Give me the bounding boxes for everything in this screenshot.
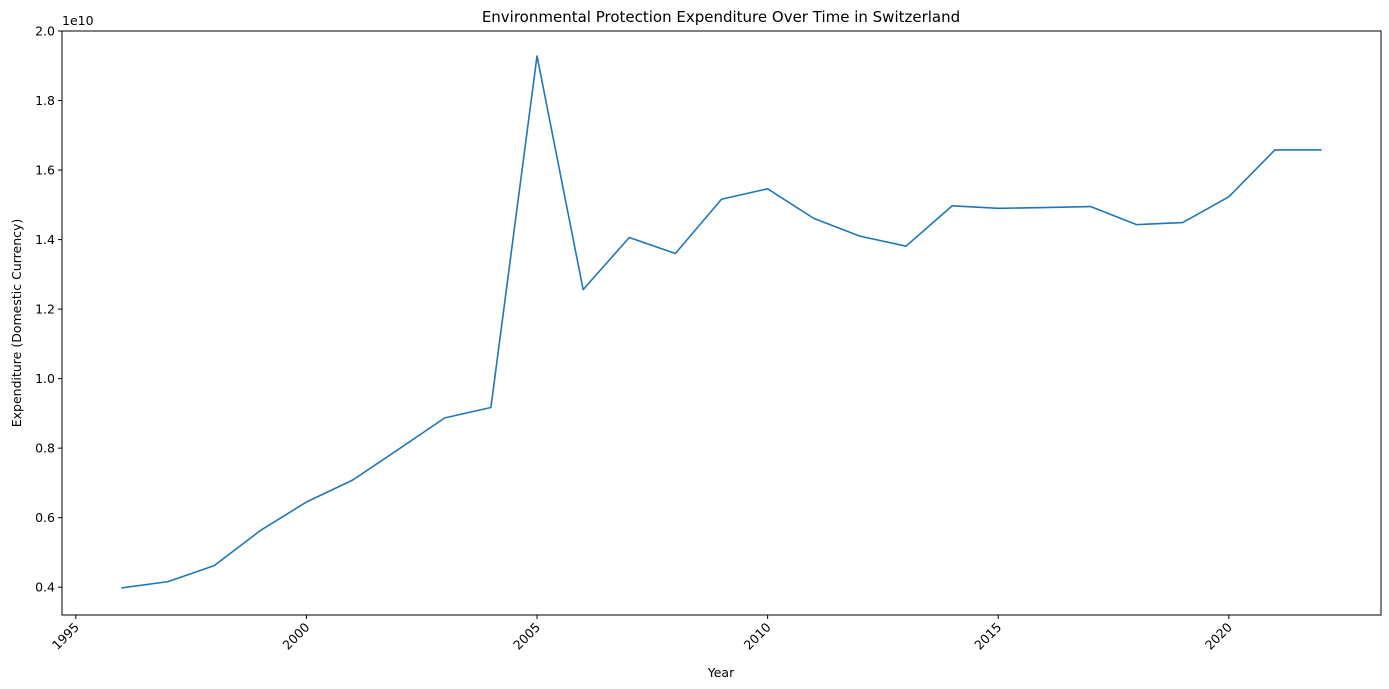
- y-tick-label: 0.8: [35, 441, 55, 456]
- y-tick-label: 1.4: [35, 232, 55, 247]
- y-tick-label: 0.4: [35, 580, 55, 595]
- y-tick-label: 1.8: [35, 93, 55, 108]
- y-axis-offset-label: 1e10: [62, 13, 94, 28]
- y-tick-label: 1.0: [35, 371, 55, 386]
- x-axis-label: Year: [707, 665, 735, 680]
- chart-title: Environmental Protection Expenditure Ove…: [482, 8, 960, 26]
- y-tick-label: 1.6: [35, 163, 55, 178]
- y-tick-label: 2.0: [35, 24, 55, 39]
- series-layer: [121, 55, 1322, 589]
- y-axis-label: Expenditure (Domestic Currency): [9, 219, 24, 428]
- y-tick-label: 1.2: [35, 302, 55, 317]
- plot-area: [62, 31, 1381, 615]
- series-line: [121, 55, 1322, 589]
- plot-frame: [61, 30, 1382, 616]
- y-tick-label: 0.6: [35, 510, 55, 525]
- y-axis-ticks: 0.4 0.6 0.8 1.0 1.2 1.4 1.6 1.8 2.0: [35, 24, 62, 595]
